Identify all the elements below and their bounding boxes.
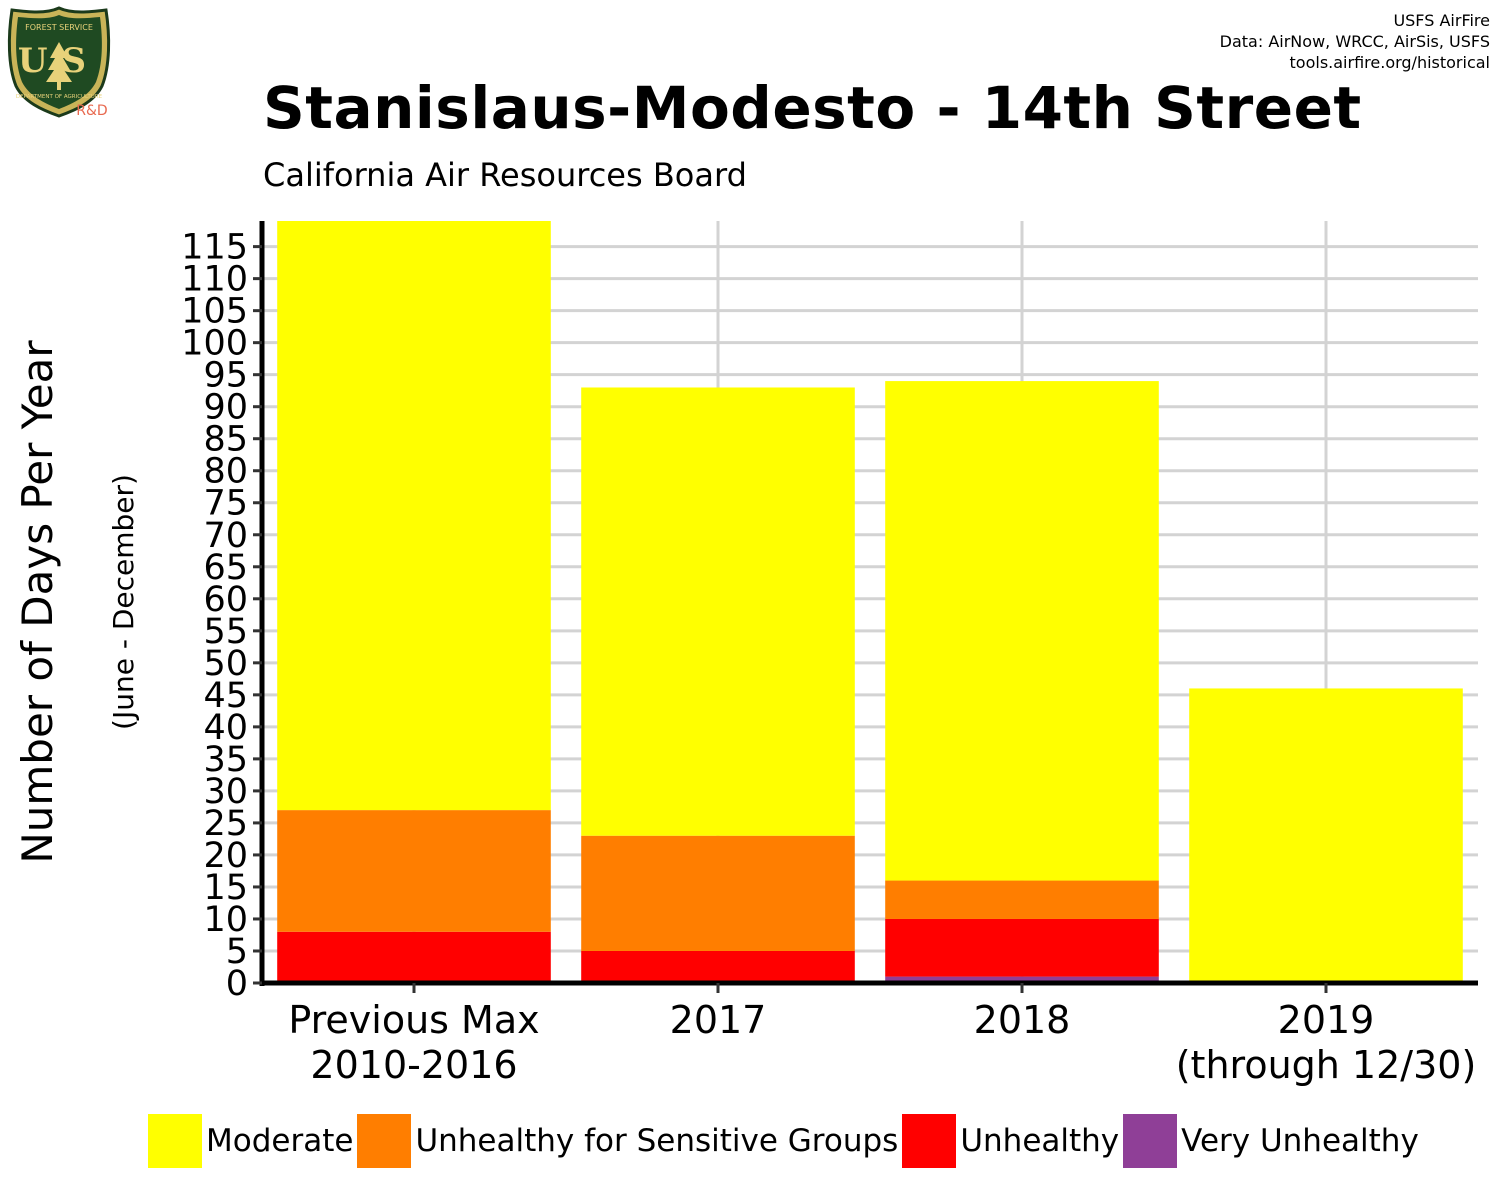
x-tick-label: 2017 xyxy=(670,998,767,1042)
y-tick-label: 50 xyxy=(203,644,248,684)
axes xyxy=(253,221,1478,993)
credits: USFS AirFire Data: AirNow, WRCC, AirSis,… xyxy=(1220,10,1490,73)
y-tick-label: 85 xyxy=(203,420,248,460)
credit-line: USFS AirFire xyxy=(1393,11,1490,30)
bar-segment xyxy=(581,387,855,836)
bar-segment xyxy=(277,810,551,932)
stacked-bar-chart: 0510152025303540455055606570758085909510… xyxy=(13,221,1478,1087)
y-tick-label: 55 xyxy=(203,612,248,652)
y-tick-label: 45 xyxy=(203,676,248,716)
legend: Moderate Unhealthy for Sensitive Groups Un… xyxy=(148,1114,1423,1168)
bar-segment xyxy=(1189,688,1463,983)
legend-item: Unhealthy xyxy=(902,1114,1119,1168)
y-axis-title: Number of Days Per Year xyxy=(13,340,62,864)
logo-bottom-text: DEPARTMENT OF AGRICULTURE xyxy=(16,94,103,100)
bars xyxy=(277,221,1463,983)
legend-label: Very Unhealthy xyxy=(1181,1123,1419,1159)
forest-service-logo: US FOREST SERVICE DEPARTMENT OF AGRICULT… xyxy=(7,6,111,118)
x-tick-label: Previous Max 2010-2016 xyxy=(288,998,539,1087)
y-tick-label: 70 xyxy=(203,516,248,556)
y-tick-label: 110 xyxy=(181,260,248,300)
legend-label: Unhealthy for Sensitive Groups xyxy=(415,1123,899,1159)
logo-tag: R&D xyxy=(76,103,107,118)
y-tick-label: 95 xyxy=(203,356,248,396)
axis-labels: 0510152025303540455055606570758085909510… xyxy=(13,228,1476,1087)
y-tick-label: 100 xyxy=(181,324,248,364)
y-axis-subtitle: (June - December) xyxy=(107,474,140,730)
credit-line: tools.airfire.org/historical xyxy=(1289,53,1490,72)
bar-segment xyxy=(277,931,551,983)
y-tick-label: 75 xyxy=(203,484,248,524)
legend-item: Very Unhealthy xyxy=(1123,1114,1419,1168)
legend-swatch xyxy=(148,1114,202,1168)
bar-segment xyxy=(885,880,1159,919)
y-tick-label: 30 xyxy=(203,772,248,812)
legend-swatch xyxy=(902,1114,957,1168)
y-tick-label: 5 xyxy=(226,932,248,972)
y-tick-label: 25 xyxy=(203,804,248,844)
y-tick-label: 0 xyxy=(226,964,248,1004)
y-tick-label: 15 xyxy=(203,868,248,908)
legend-label: Unhealthy xyxy=(960,1123,1120,1159)
x-tick-label: 2019 (through 12/30) xyxy=(1176,998,1477,1087)
y-tick-label: 10 xyxy=(203,900,248,940)
y-tick-label: 105 xyxy=(181,292,248,332)
chart-title: Stanislaus-Modesto - 14th Street xyxy=(263,74,1362,142)
legend-item: Moderate xyxy=(148,1114,353,1168)
chart-subtitle: California Air Resources Board xyxy=(263,156,747,194)
y-tick-label: 35 xyxy=(203,740,248,780)
y-tick-label: 115 xyxy=(181,228,248,268)
bar-segment xyxy=(885,381,1159,881)
legend-swatch xyxy=(357,1114,412,1168)
y-tick-label: 90 xyxy=(203,388,248,428)
legend-label: Moderate xyxy=(206,1123,354,1159)
bar-segment xyxy=(885,976,1159,983)
bar-segment xyxy=(581,950,855,983)
bar-segment xyxy=(581,835,855,951)
bar-segment xyxy=(277,221,551,811)
y-tick-label: 40 xyxy=(203,708,248,748)
logo-top-text: FOREST SERVICE xyxy=(25,23,93,32)
legend-swatch xyxy=(1123,1114,1178,1168)
y-tick-label: 60 xyxy=(203,580,248,620)
bar-segment xyxy=(885,918,1159,977)
legend-item: Unhealthy for Sensitive Groups xyxy=(357,1114,898,1168)
credit-line: Data: AirNow, WRCC, AirSis, USFS xyxy=(1219,32,1490,51)
y-tick-label: 80 xyxy=(203,452,248,492)
y-tick-label: 20 xyxy=(203,836,248,876)
y-tick-label: 65 xyxy=(203,548,248,588)
x-tick-label: 2018 xyxy=(974,998,1071,1042)
